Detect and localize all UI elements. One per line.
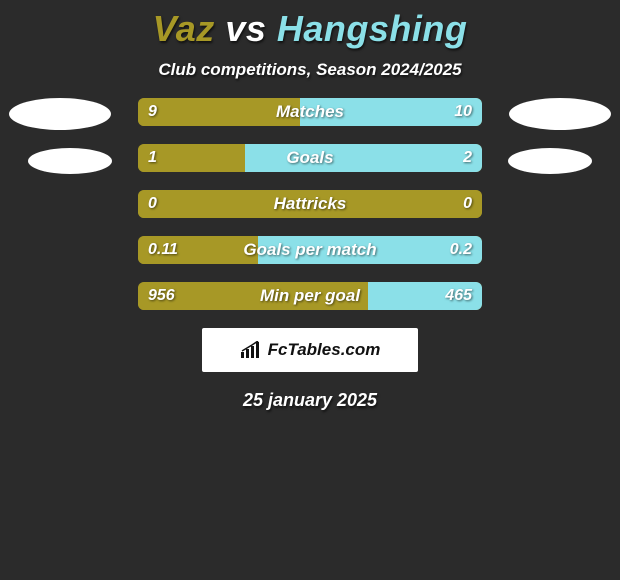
- title-player-a: Vaz: [153, 8, 215, 49]
- stat-row: Matches9 10: [138, 98, 482, 126]
- stat-value-b: 0.2: [450, 236, 472, 264]
- subtitle: Club competitions, Season 2024/2025: [0, 60, 620, 80]
- comparison-stage: Matches9 10 Goals1 2 Hattricks0 0 Goals per ma…: [0, 98, 620, 310]
- title-vs: vs: [225, 8, 266, 49]
- stat-value-b: 0: [463, 190, 472, 218]
- stat-row: Hattricks0 0: [138, 190, 482, 218]
- stat-label: Hattricks: [138, 190, 482, 218]
- stat-value-a: 956: [148, 282, 175, 310]
- avatar-player-b: [509, 98, 611, 130]
- stat-label: Goals per match: [138, 236, 482, 264]
- snapshot-date: 25 january 2025: [0, 390, 620, 411]
- brand-text: FcTables.com: [268, 340, 381, 360]
- brand-badge[interactable]: FcTables.com: [202, 328, 418, 372]
- stat-value-b: 465: [445, 282, 472, 310]
- stat-bars: Matches9 10 Goals1 2 Hattricks0 0 Goals per ma…: [138, 98, 482, 310]
- stat-value-a: 9: [148, 98, 157, 126]
- stat-row: Goals1 2: [138, 144, 482, 172]
- stat-value-b: 2: [463, 144, 472, 172]
- stat-value-a: 0.11: [148, 236, 178, 264]
- stat-row: Goals per match0.11 0.2: [138, 236, 482, 264]
- stat-label: Matches: [138, 98, 482, 126]
- stat-label: Goals: [138, 144, 482, 172]
- stat-row: Min per goal956 465: [138, 282, 482, 310]
- brand-chart-icon: [240, 341, 262, 359]
- stat-value-a: 0: [148, 190, 157, 218]
- stat-label: Min per goal: [138, 282, 482, 310]
- title-player-b: Hangshing: [277, 8, 468, 49]
- page-title: Vaz vs Hangshing: [0, 0, 620, 50]
- avatar-flag-a: [28, 148, 112, 174]
- stat-value-b: 10: [454, 98, 472, 126]
- avatar-player-a: [9, 98, 111, 130]
- stat-value-a: 1: [148, 144, 157, 172]
- avatar-flag-b: [508, 148, 592, 174]
